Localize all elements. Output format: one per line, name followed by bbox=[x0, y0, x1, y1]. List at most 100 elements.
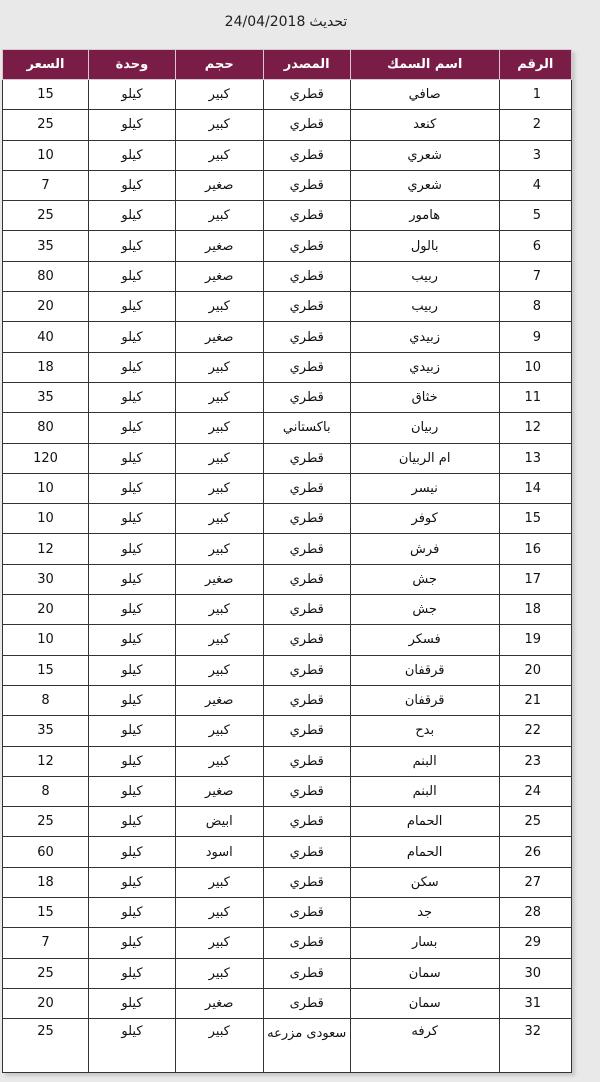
cell-size: كبير bbox=[174, 78, 264, 111]
cell-unit: كيلو bbox=[88, 866, 176, 899]
cell-unit: كيلو bbox=[88, 230, 176, 262]
cell-number: 7 bbox=[498, 260, 573, 293]
cell-number: 12 bbox=[498, 412, 573, 444]
cell-price: 18 bbox=[1, 866, 90, 899]
cell-fish-name: قرقفان bbox=[349, 654, 500, 686]
cell-unit: كيلو bbox=[88, 897, 176, 929]
table-row: 17 جش قطري صغير كيلو 30 bbox=[1, 563, 573, 596]
cell-source: قطري bbox=[262, 139, 351, 171]
cell-number: 22 bbox=[498, 715, 573, 747]
cell-price: 35 bbox=[1, 381, 90, 414]
cell-source: قطري bbox=[262, 200, 351, 232]
cell-fish-name: ربيان bbox=[349, 412, 500, 444]
cell-size: كبير bbox=[174, 745, 264, 777]
cell-price: 60 bbox=[1, 836, 90, 868]
table-row: 20 قرقفان قطري كبير كيلو 15 bbox=[1, 654, 573, 686]
cell-source: قطري bbox=[262, 381, 351, 414]
cell-unit: كيلو bbox=[88, 503, 176, 535]
cell-price: 7 bbox=[1, 169, 90, 202]
table-row: 6 بالول قطري صغير كيلو 35 bbox=[1, 230, 573, 262]
table-row: 1 صافي قطري كبير كيلو 15 bbox=[1, 78, 573, 111]
cell-price: 10 bbox=[1, 139, 90, 171]
table-row: 9 زبيدي قطري صغير كيلو 40 bbox=[1, 321, 573, 353]
cell-price: 35 bbox=[1, 230, 90, 262]
cell-number: 26 bbox=[498, 836, 573, 868]
cell-unit: كيلو bbox=[88, 321, 176, 353]
cell-number: 25 bbox=[498, 806, 573, 838]
table-row: 25 الحمام قطري ابيض كيلو 25 bbox=[1, 806, 573, 838]
cell-number: 21 bbox=[498, 684, 573, 717]
cell-size: صغير bbox=[174, 563, 264, 596]
cell-fish-name: بسار bbox=[349, 927, 500, 959]
cell-number: 17 bbox=[498, 563, 573, 596]
cell-number: 15 bbox=[498, 503, 573, 535]
table-row: 13 ام الربيان قطري كبير كيلو 120 bbox=[1, 442, 573, 474]
header-number: الرقم bbox=[498, 49, 573, 80]
cell-number: 20 bbox=[498, 654, 573, 686]
cell-unit: كيلو bbox=[88, 836, 176, 868]
header-price: السعر bbox=[1, 49, 90, 80]
cell-source: قطري bbox=[262, 78, 351, 111]
table-row: 18 جش قطري كبير كيلو 20 bbox=[1, 594, 573, 626]
cell-price: 10 bbox=[1, 472, 90, 505]
cell-fish-name: البنم bbox=[349, 775, 500, 808]
table-row: 2 كنعد قطري كبير كيلو 25 bbox=[1, 109, 573, 141]
cell-price: 30 bbox=[1, 563, 90, 596]
cell-fish-name: زبيدي bbox=[349, 321, 500, 353]
cell-source: قطري bbox=[262, 654, 351, 686]
cell-number: 16 bbox=[498, 533, 573, 565]
cell-number: 8 bbox=[498, 291, 573, 323]
cell-source: قطري bbox=[262, 260, 351, 293]
cell-unit: كيلو bbox=[88, 139, 176, 171]
cell-size: كبير bbox=[174, 109, 264, 141]
cell-fish-name: قرقفان bbox=[349, 684, 500, 717]
table-row: 11 خثاق قطري كبير كيلو 35 bbox=[1, 381, 573, 414]
table-header-row: الرقم اسم السمك المصدر حجم وحدة السعر bbox=[1, 49, 573, 80]
cell-size: كبير bbox=[174, 533, 264, 565]
cell-fish-name: جش bbox=[349, 594, 500, 626]
cell-number: 31 bbox=[498, 987, 573, 1020]
header-unit: وحدة bbox=[88, 49, 176, 80]
cell-number: 27 bbox=[498, 866, 573, 899]
cell-source: قطري bbox=[262, 442, 351, 474]
table-row: 19 فسكر قطري كبير كيلو 10 bbox=[1, 624, 573, 656]
cell-size: كبير bbox=[174, 866, 264, 899]
cell-fish-name: كوفر bbox=[349, 503, 500, 535]
cell-source: قطرى bbox=[262, 897, 351, 929]
cell-fish-name: ربيب bbox=[349, 260, 500, 293]
cell-source: قطري bbox=[262, 169, 351, 202]
cell-unit: كيلو bbox=[88, 260, 176, 293]
cell-fish-name: شعري bbox=[349, 169, 500, 202]
cell-size: كبير bbox=[174, 381, 264, 414]
cell-size: كبير bbox=[174, 897, 264, 929]
cell-unit: كيلو bbox=[88, 169, 176, 202]
cell-number: 30 bbox=[498, 957, 573, 989]
cell-number: 4 bbox=[498, 169, 573, 202]
table-row: 4 شعري قطري صغير كيلو 7 bbox=[1, 169, 573, 202]
cell-price: 25 bbox=[1, 1018, 90, 1074]
table-row: 3 شعري قطري كبير كيلو 10 bbox=[1, 139, 573, 171]
cell-source: قطري bbox=[262, 291, 351, 323]
table-row: 28 جد قطرى كبير كيلو 15 bbox=[1, 897, 573, 929]
cell-unit: كيلو bbox=[88, 806, 176, 838]
table-row: 12 ربيان باكستاني كبير كيلو 80 bbox=[1, 412, 573, 444]
update-date: تحديث24/04/2018 bbox=[0, 14, 572, 30]
cell-price: 15 bbox=[1, 897, 90, 929]
cell-size: صغير bbox=[174, 987, 264, 1020]
cell-number: 1 bbox=[498, 78, 573, 111]
table-row: 31 سمان قطرى صغير كيلو 20 bbox=[1, 987, 573, 1020]
cell-source: قطري bbox=[262, 472, 351, 505]
cell-unit: كيلو bbox=[88, 715, 176, 747]
header-fish-name: اسم السمك bbox=[349, 49, 500, 80]
cell-unit: كيلو bbox=[88, 381, 176, 414]
cell-source: قطرى bbox=[262, 957, 351, 989]
table-row: 5 هامور قطري كبير كيلو 25 bbox=[1, 200, 573, 232]
cell-source: قطرى bbox=[262, 987, 351, 1020]
cell-source: قطري bbox=[262, 503, 351, 535]
cell-size: كبير bbox=[174, 594, 264, 626]
cell-unit: كيلو bbox=[88, 472, 176, 505]
cell-size: كبير bbox=[174, 412, 264, 444]
cell-fish-name: سمان bbox=[349, 987, 500, 1020]
cell-fish-name: بدح bbox=[349, 715, 500, 747]
cell-unit: كيلو bbox=[88, 109, 176, 141]
